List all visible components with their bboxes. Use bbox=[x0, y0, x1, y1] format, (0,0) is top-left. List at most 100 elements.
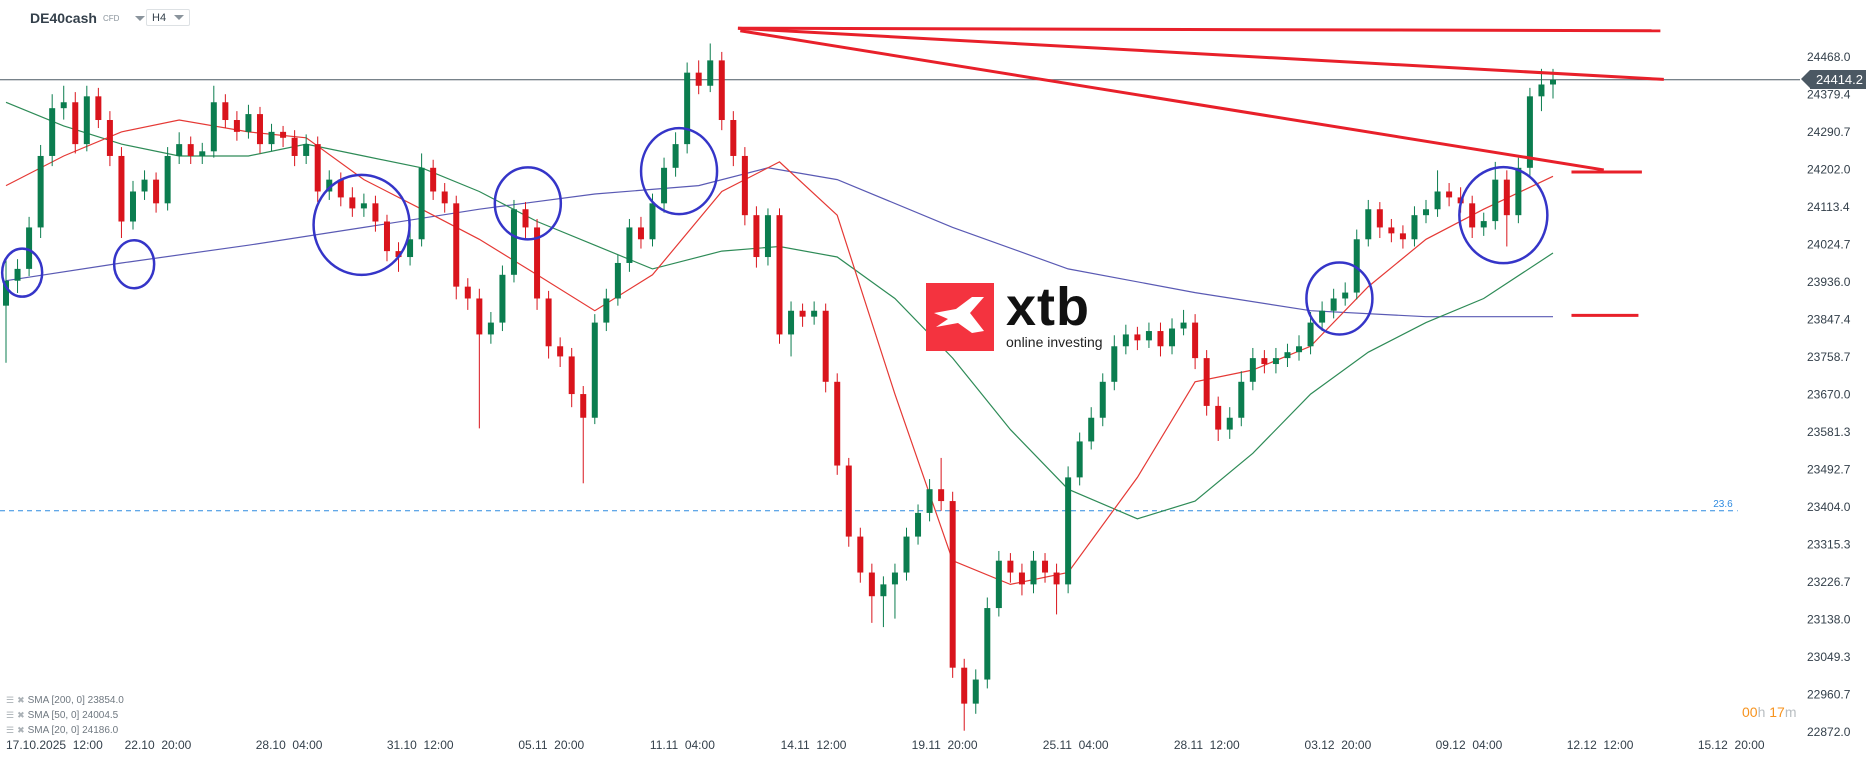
candle bbox=[1157, 322, 1164, 357]
close-icon[interactable]: ✖ bbox=[17, 725, 25, 735]
candle-body bbox=[1399, 233, 1406, 240]
candle bbox=[545, 290, 552, 359]
x-tick-label: 09.12 04:00 bbox=[1436, 738, 1503, 752]
candle bbox=[1388, 218, 1395, 243]
candle bbox=[1492, 161, 1499, 230]
candle-body bbox=[372, 203, 379, 222]
candle-body bbox=[799, 310, 806, 317]
candle bbox=[776, 208, 783, 344]
candle bbox=[811, 301, 818, 325]
settings-icon[interactable]: ☰ bbox=[6, 710, 15, 720]
indicator-row: ☰ ✖ SMA [50, 0] 24004.5 bbox=[6, 708, 124, 723]
candle bbox=[1330, 288, 1337, 319]
highlight-circle bbox=[1305, 261, 1374, 336]
x-tick-label: 17.10.2025 12:00 bbox=[6, 738, 103, 752]
chevron-down-icon[interactable] bbox=[135, 15, 146, 21]
y-tick-label: 23936.0 bbox=[1807, 275, 1851, 289]
y-tick-label: 23226.7 bbox=[1807, 575, 1851, 589]
candle-body bbox=[256, 114, 263, 145]
candle bbox=[1376, 202, 1383, 239]
candle-body bbox=[464, 286, 471, 299]
candle bbox=[210, 85, 217, 158]
candle-body bbox=[534, 227, 541, 299]
candle bbox=[961, 658, 968, 731]
candle bbox=[1399, 225, 1406, 249]
candle-body bbox=[314, 144, 321, 192]
candle bbox=[1030, 550, 1037, 594]
candle bbox=[60, 85, 67, 120]
x-tick-label: 19.11 20:00 bbox=[912, 738, 978, 752]
candle bbox=[1342, 282, 1349, 306]
candle bbox=[222, 94, 229, 129]
candle-body bbox=[26, 227, 33, 269]
candle bbox=[72, 92, 79, 154]
close-icon[interactable]: ✖ bbox=[17, 710, 25, 720]
x-tick-label: 25.11 04:00 bbox=[1043, 738, 1109, 752]
x-tick-label: 12.12 12:00 bbox=[1567, 738, 1634, 752]
candle bbox=[1042, 553, 1049, 583]
candle bbox=[1307, 312, 1314, 355]
candle-body bbox=[637, 227, 644, 240]
highlight-circle bbox=[312, 173, 411, 277]
candle bbox=[280, 125, 287, 148]
candle bbox=[499, 265, 506, 332]
y-tick-label: 23581.3 bbox=[1807, 425, 1851, 439]
candle-body bbox=[949, 501, 956, 668]
candle bbox=[1111, 335, 1118, 391]
candle bbox=[383, 214, 390, 262]
candle-body bbox=[1296, 346, 1303, 353]
highlight-circle bbox=[1458, 165, 1549, 265]
candle bbox=[903, 527, 910, 581]
chevron-down-icon bbox=[174, 15, 184, 20]
candle bbox=[799, 303, 806, 327]
candle bbox=[476, 288, 483, 429]
candle bbox=[672, 132, 679, 177]
candle bbox=[187, 136, 194, 164]
candle-body bbox=[1065, 477, 1072, 585]
candle-body bbox=[360, 203, 367, 209]
y-tick-label: 24113.4 bbox=[1807, 200, 1850, 214]
candle-body bbox=[1480, 221, 1487, 228]
indicator-label: SMA [20, 0] 24186.0 bbox=[27, 725, 119, 736]
candle-body bbox=[1053, 572, 1060, 585]
candle bbox=[233, 111, 240, 141]
candle bbox=[788, 301, 795, 357]
candle-body bbox=[1446, 191, 1453, 198]
candle-body bbox=[476, 298, 483, 335]
candle-body bbox=[1122, 334, 1129, 347]
settings-icon[interactable]: ☰ bbox=[6, 725, 15, 735]
candle-body bbox=[822, 310, 829, 382]
candle bbox=[684, 62, 691, 154]
candle bbox=[291, 130, 298, 167]
indicator-label: SMA [50, 0] 24004.5 bbox=[27, 710, 119, 721]
symbol-selector[interactable]: DE40cash CFD bbox=[30, 10, 146, 26]
candle-body bbox=[3, 280, 9, 306]
candle-body bbox=[199, 151, 206, 156]
candle-body bbox=[1307, 322, 1314, 347]
xtb-logo: xtb online investing bbox=[926, 280, 1103, 351]
candle bbox=[1088, 407, 1095, 450]
candle-body bbox=[407, 239, 414, 258]
candle bbox=[995, 550, 1002, 617]
candle bbox=[695, 60, 702, 95]
candle bbox=[83, 85, 90, 152]
candle-body bbox=[1492, 179, 1499, 222]
candle bbox=[141, 170, 148, 200]
x-tick-label: 03.12 20:00 bbox=[1305, 738, 1372, 752]
candle-body bbox=[1030, 560, 1037, 585]
candle-body bbox=[776, 215, 783, 335]
candle bbox=[26, 216, 33, 277]
candle-body bbox=[718, 60, 725, 121]
settings-icon[interactable]: ☰ bbox=[6, 695, 15, 705]
candle-body bbox=[106, 120, 113, 156]
candle bbox=[522, 202, 529, 239]
timeframe-select[interactable]: H4 bbox=[146, 9, 190, 26]
close-icon[interactable]: ✖ bbox=[17, 695, 25, 705]
candle-body bbox=[176, 144, 183, 156]
candle bbox=[1192, 314, 1199, 370]
candle-body bbox=[1353, 239, 1360, 293]
candle-body bbox=[972, 679, 979, 704]
highlight-circle bbox=[112, 238, 156, 290]
candle bbox=[303, 134, 310, 164]
